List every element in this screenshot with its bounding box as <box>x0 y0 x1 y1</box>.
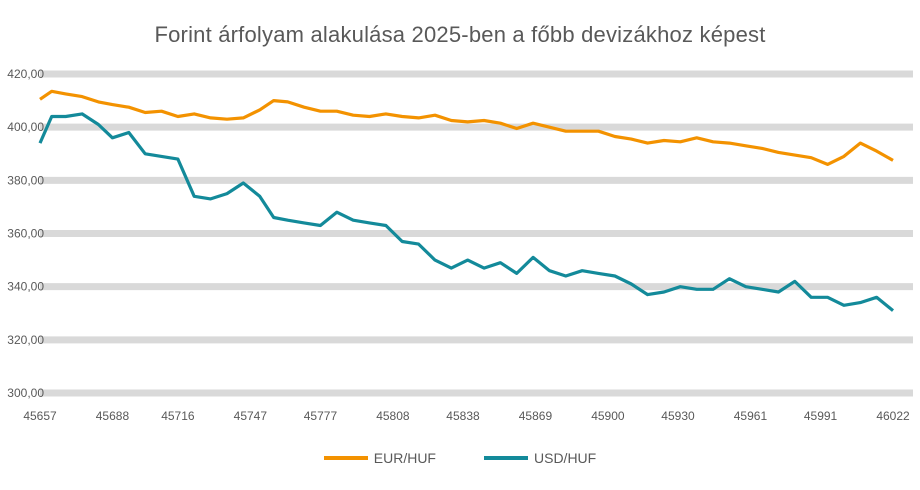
x-tick-label: 45991 <box>804 409 838 423</box>
legend: EUR/HUF USD/HUF <box>0 450 920 466</box>
y-tick-label: 400,00 <box>7 120 44 134</box>
series-lines <box>38 89 895 312</box>
legend-item-usd-huf: USD/HUF <box>484 450 596 466</box>
x-tick-label: 45808 <box>376 409 410 423</box>
x-tick-label: 45716 <box>161 409 195 423</box>
x-tick-label: 45657 <box>23 409 57 423</box>
x-tick-label: 45930 <box>661 409 695 423</box>
legend-item-eur-huf: EUR/HUF <box>323 450 436 466</box>
x-tick-label: 45777 <box>304 409 338 423</box>
y-tick-label: 340,00 <box>7 280 44 294</box>
y-tick-label: 300,00 <box>7 386 44 400</box>
y-tick-label: 320,00 <box>7 333 44 347</box>
gridlines <box>40 70 913 397</box>
y-axis: 300,00 320,00 340,00 360,00 380,00 400,00 420,… <box>7 67 44 400</box>
x-tick-label: 45747 <box>234 409 268 423</box>
legend-swatch-eur-huf <box>323 456 368 460</box>
x-axis: 45657 45688 45716 45747 45777 45808 45838 45869… <box>23 409 910 423</box>
legend-label-eur-huf: EUR/HUF <box>373 450 436 466</box>
x-tick-label: 46022 <box>876 409 910 423</box>
chart-title: Forint árfolyam alakulása 2025-ben a főb… <box>154 22 766 47</box>
legend-swatch-usd-huf <box>484 456 528 460</box>
legend-label-usd-huf: USD/HUF <box>534 450 597 466</box>
y-tick-label: 420,00 <box>7 67 44 81</box>
y-tick-label: 380,00 <box>7 173 44 187</box>
x-tick-label: 45900 <box>591 409 625 423</box>
x-tick-label: 45838 <box>446 409 480 423</box>
series-line-usd-huf <box>38 112 895 312</box>
y-tick-label: 360,00 <box>7 227 44 241</box>
series-line-eur-huf <box>39 89 894 166</box>
x-tick-label: 45688 <box>96 409 130 423</box>
x-tick-label: 45961 <box>734 409 768 423</box>
x-tick-label: 45869 <box>519 409 553 423</box>
